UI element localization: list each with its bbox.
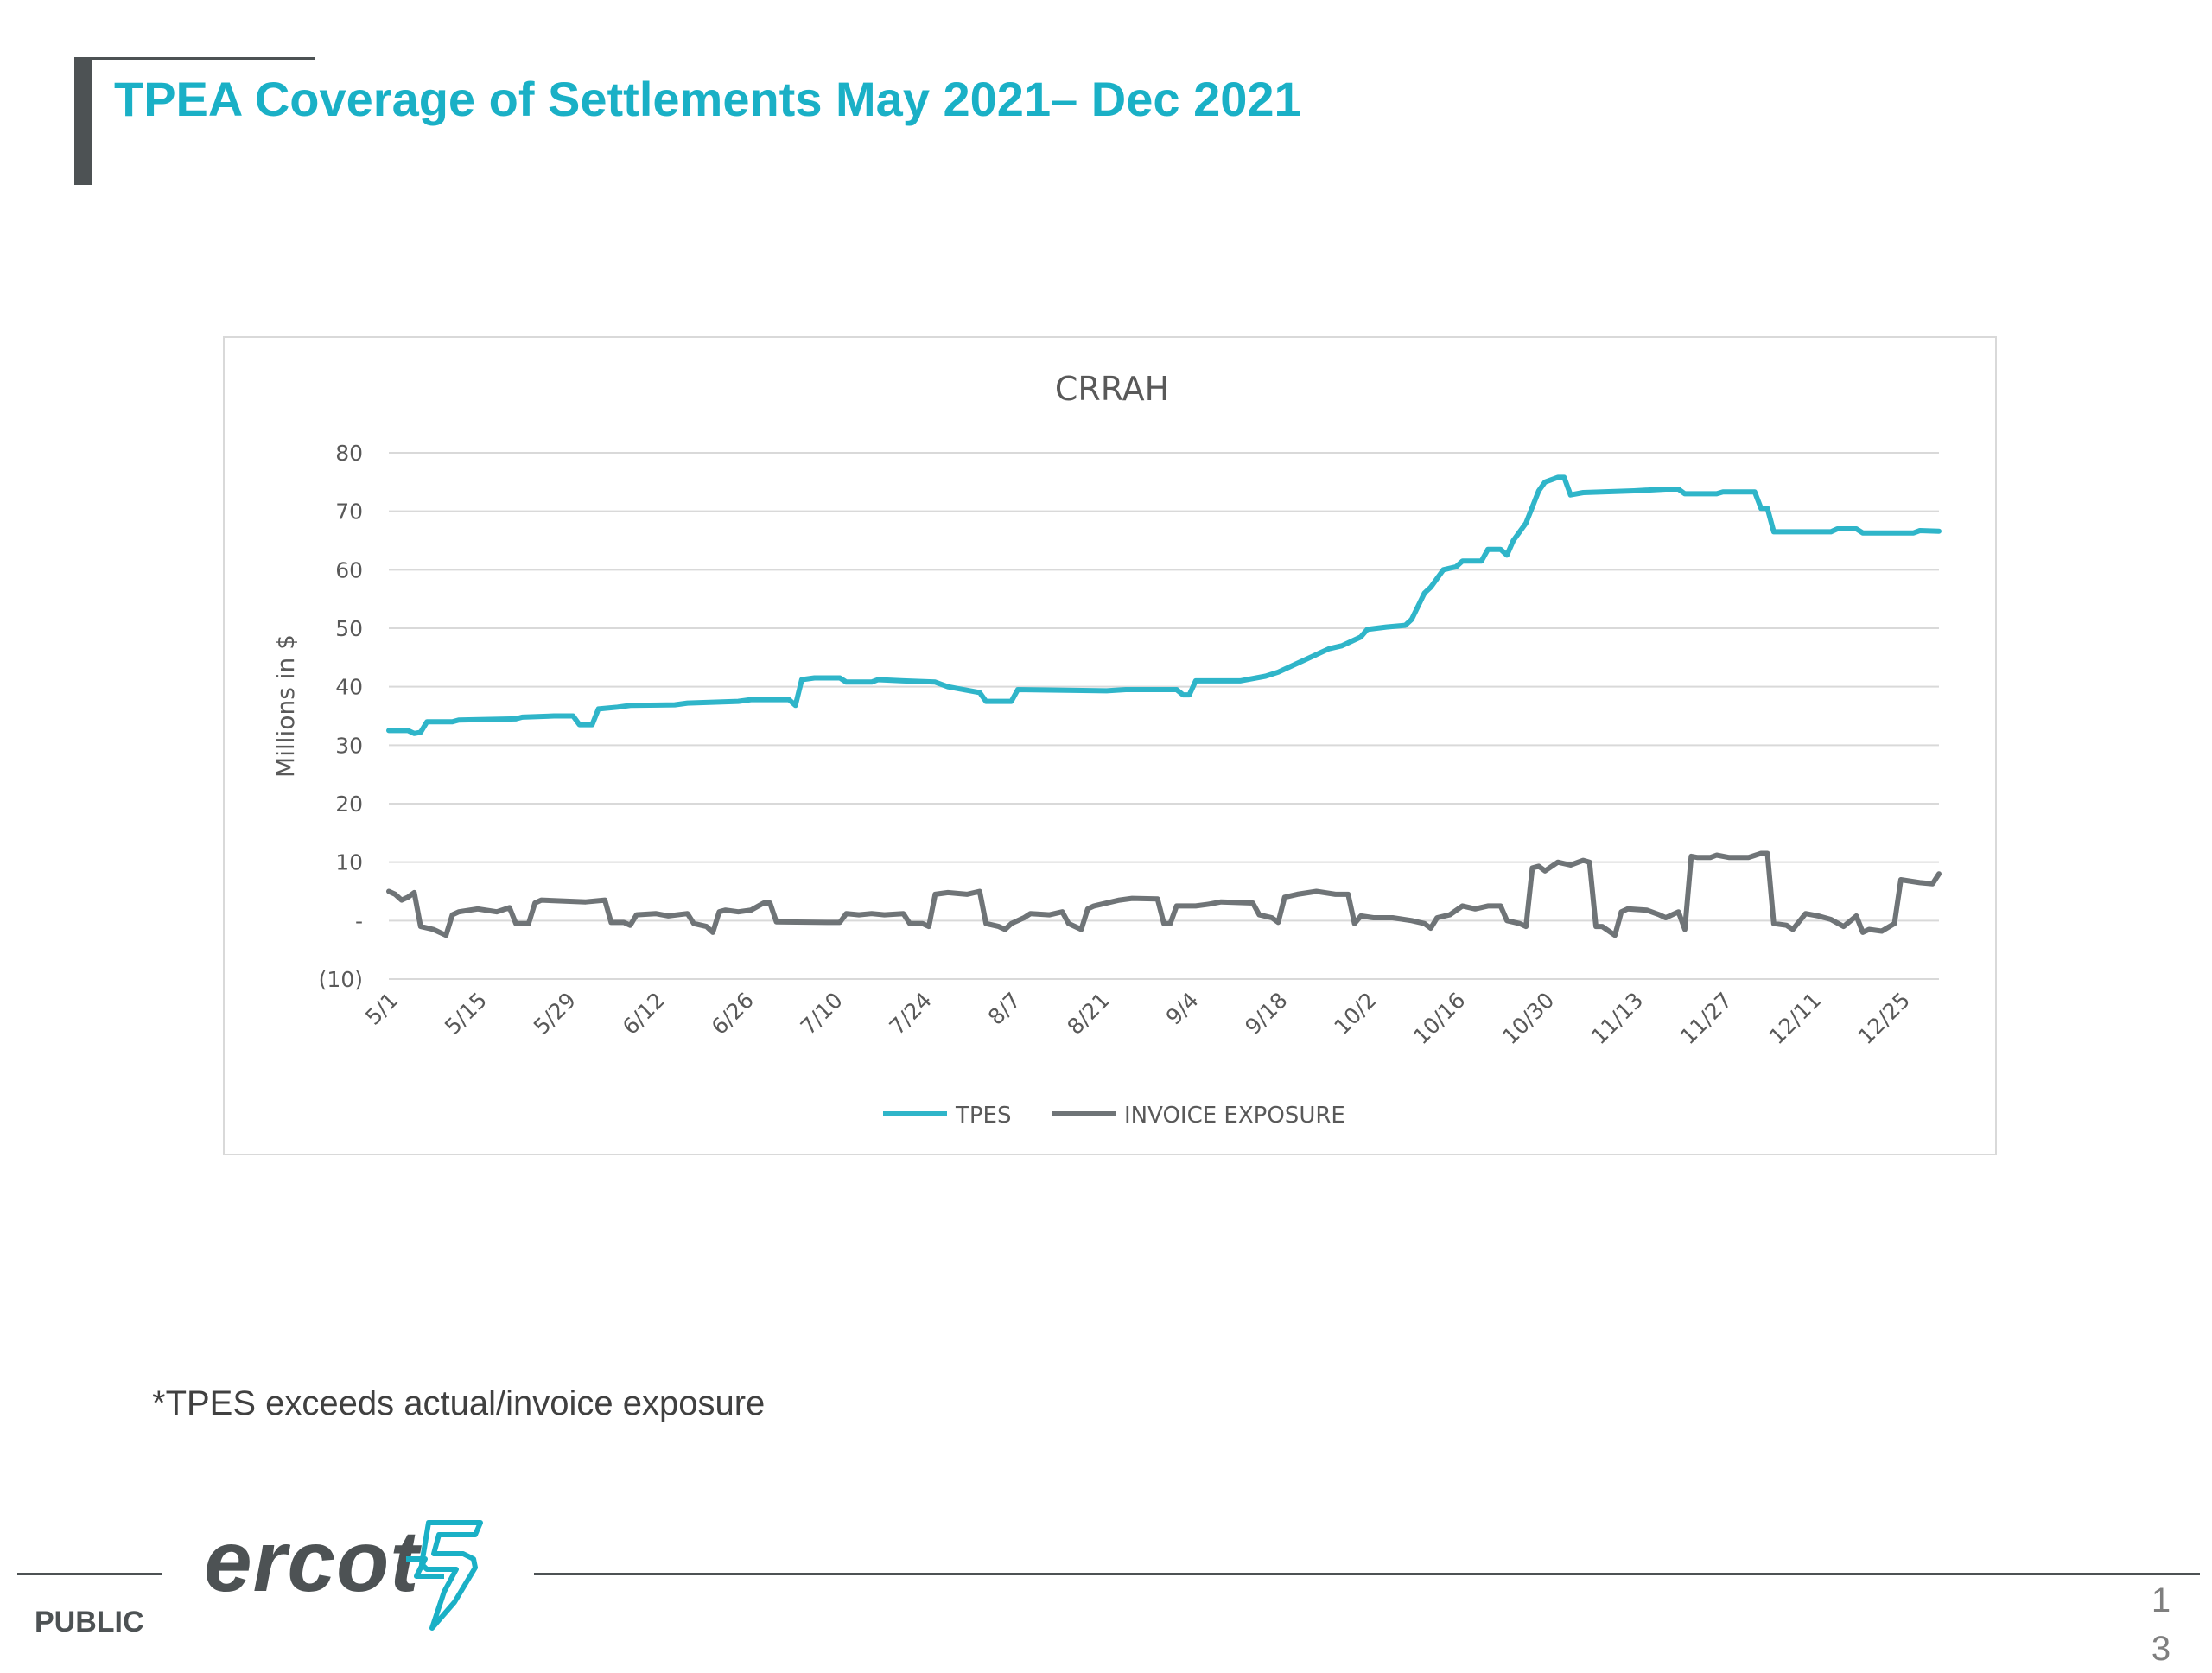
x-tick-label: 5/15 — [440, 988, 492, 1040]
x-tick-label: 5/29 — [529, 988, 581, 1040]
y-axis-label: Millions in $ — [271, 634, 300, 778]
y-tick-label: 60 — [335, 557, 363, 582]
tpes-line — [386, 474, 1942, 736]
title-accent-bar — [74, 57, 92, 185]
x-tick-label: 7/10 — [796, 988, 848, 1040]
y-tick-label: (10) — [319, 967, 363, 992]
series-lines — [386, 474, 1942, 938]
chart-frame: CRRAH Millions in $ (10) - 10 20 30 40 50 60 70 8… — [223, 336, 1997, 1155]
y-tick-label: 40 — [335, 675, 363, 700]
x-tick-label: 11/27 — [1675, 988, 1737, 1049]
x-tick-label: 11/13 — [1586, 988, 1648, 1049]
legend-tpes-label: TPES — [955, 1103, 1012, 1129]
page-number-line-2: 3 — [2151, 1630, 2171, 1668]
y-tick-label: 10 — [335, 850, 363, 875]
x-tick-label: 10/16 — [1408, 988, 1470, 1049]
x-tick-label: 8/7 — [983, 988, 1026, 1030]
x-tick-label: 6/12 — [618, 988, 670, 1040]
legend: TPES INVOICE EXPOSURE — [883, 1103, 1345, 1129]
x-tick-labels: 5/1 5/15 5/29 6/12 6/26 7/10 7/24 8/7 8/21 9/4 9/1… — [360, 988, 1915, 1049]
line-chart: CRRAH Millions in $ (10) - 10 20 30 40 50 60 70 8… — [271, 370, 1942, 1129]
page-number: 1 3 — [2139, 1576, 2183, 1673]
y-tick-label: 20 — [335, 792, 363, 817]
footer-rule-left — [17, 1573, 162, 1575]
x-tick-label: 9/4 — [1161, 988, 1204, 1030]
y-tick-label: 30 — [335, 733, 363, 758]
x-tick-label: 7/24 — [885, 988, 937, 1040]
chart-title: CRRAH — [1055, 370, 1169, 408]
invoice-exposure-line — [386, 850, 1942, 938]
title-accent-rule — [74, 57, 315, 60]
y-tick-label: 50 — [335, 616, 363, 641]
x-tick-label: 5/1 — [360, 988, 403, 1030]
y-tick-label: 80 — [335, 441, 363, 466]
gridlines — [389, 452, 1939, 980]
x-tick-label: 10/30 — [1497, 988, 1559, 1049]
page-number-line-1: 1 — [2151, 1581, 2171, 1619]
slide-title: TPEA Coverage of Settlements May 2021– D… — [114, 72, 1301, 126]
x-tick-label: 6/26 — [707, 988, 759, 1040]
lightning-bolt-icon — [406, 1520, 483, 1631]
x-tick-label: 9/18 — [1240, 988, 1292, 1040]
y-tick-label: 70 — [335, 499, 363, 525]
y-tick-labels: (10) - 10 20 30 40 50 60 70 80 — [319, 441, 363, 992]
x-tick-label: 12/25 — [1853, 988, 1915, 1049]
legend-invoice-exposure-label: INVOICE EXPOSURE — [1124, 1103, 1345, 1129]
x-tick-label: 10/2 — [1329, 988, 1381, 1040]
footer-rule-right — [534, 1573, 2200, 1575]
logo-wordmark: ercot — [204, 1513, 420, 1610]
classification-label: PUBLIC — [35, 1606, 144, 1638]
y-tick-label: - — [355, 908, 363, 933]
footnote: *TPES exceeds actual/invoice exposure — [152, 1384, 766, 1422]
x-tick-label: 12/11 — [1764, 988, 1826, 1049]
x-tick-label: 8/21 — [1063, 988, 1115, 1040]
